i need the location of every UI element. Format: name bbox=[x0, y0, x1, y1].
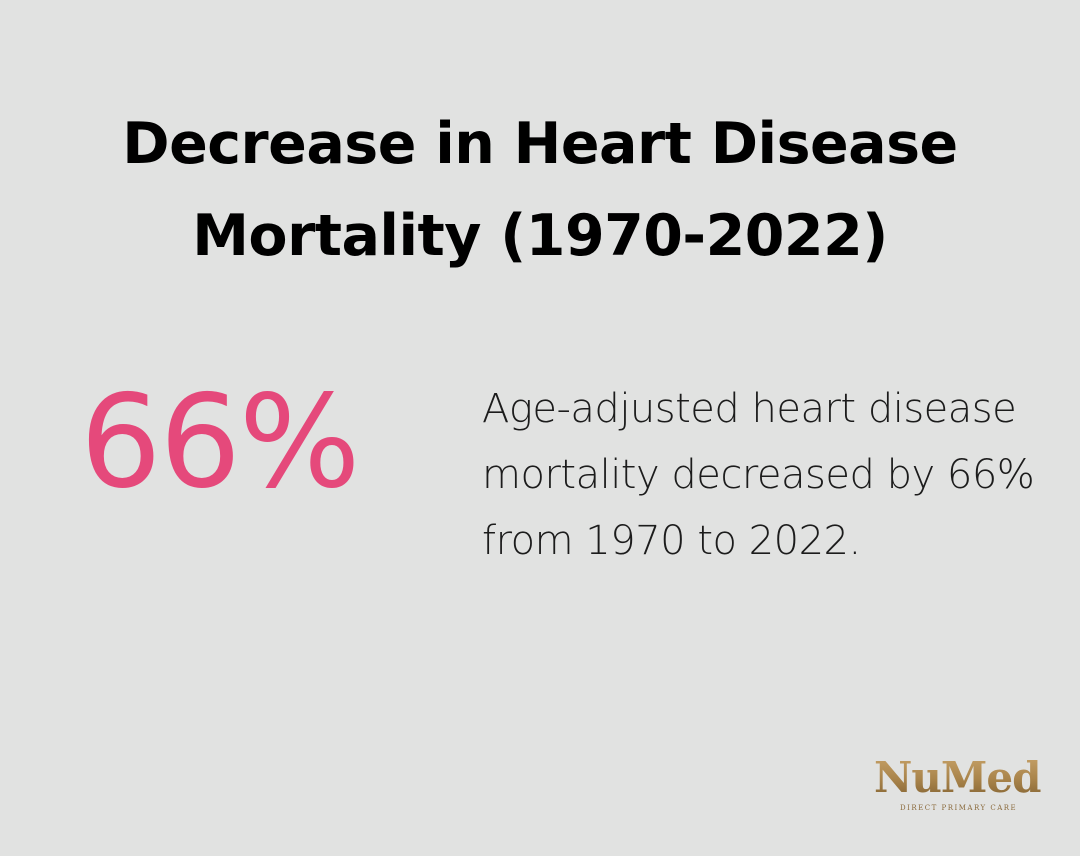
svg-text:NuMed: NuMed bbox=[874, 753, 1041, 802]
svg-text:DIRECT PRIMARY CARE: DIRECT PRIMARY CARE bbox=[900, 804, 1017, 812]
stat-description: Age-adjusted heart disease mortality dec… bbox=[482, 386, 1035, 564]
numed-logo-image: NuMed DIRECT PRIMARY CARE bbox=[874, 753, 1042, 812]
page-title: Decrease in Heart Disease Mortality (197… bbox=[122, 111, 958, 269]
numed-logo: NuMed DIRECT PRIMARY CARE bbox=[870, 748, 1042, 818]
stat-value: 66% bbox=[80, 368, 361, 517]
